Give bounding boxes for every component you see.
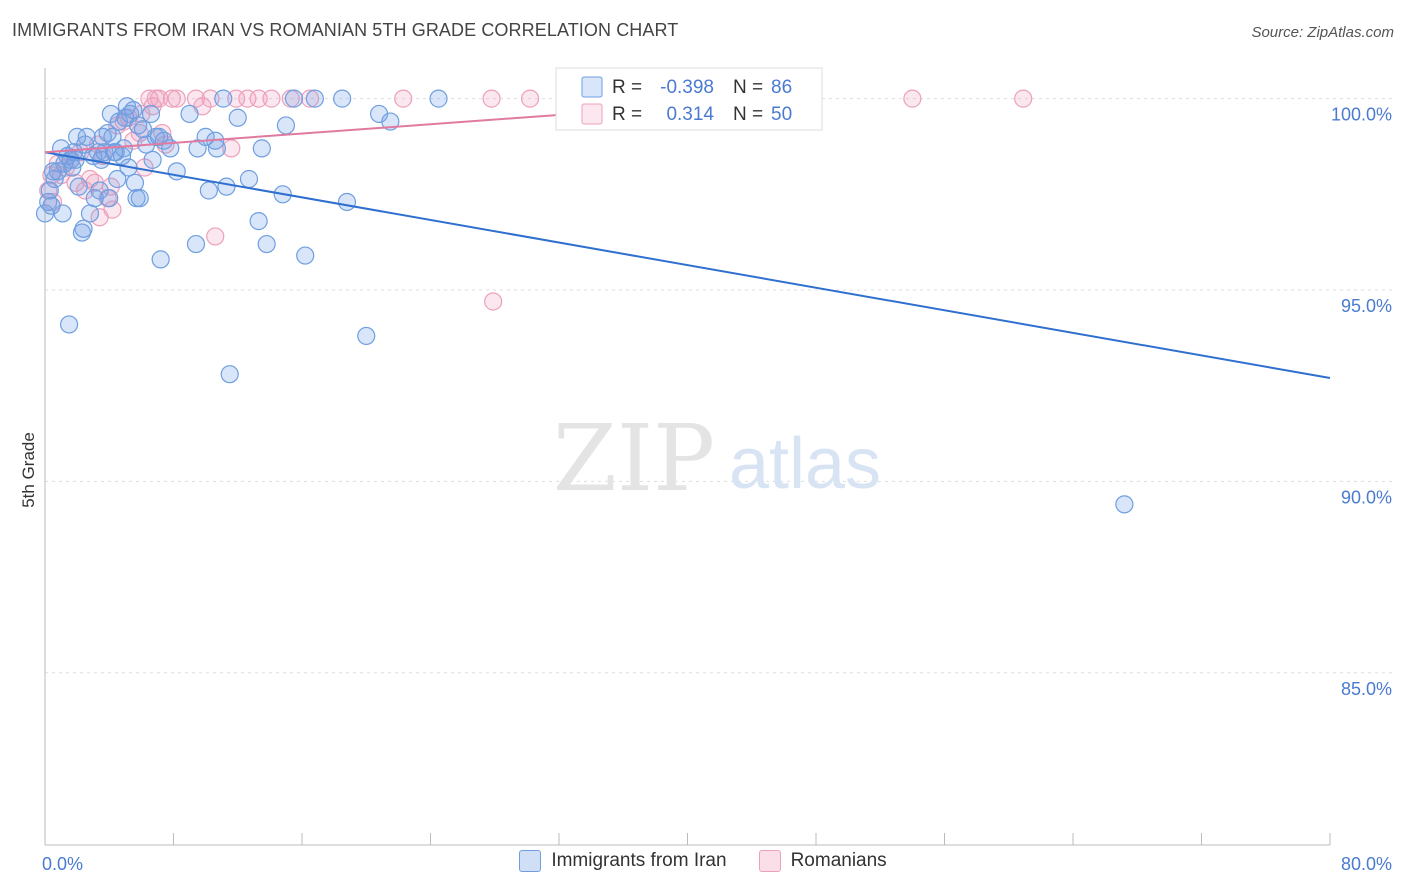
iran-point-72 xyxy=(305,89,324,108)
romanian-point-44 xyxy=(394,89,413,108)
romanian-point-36 xyxy=(206,227,225,246)
iran-point-44 xyxy=(130,189,149,208)
stats-n-value-1: 50 xyxy=(771,104,792,125)
axes xyxy=(44,68,1331,846)
y-tick-label-0: 85.0% xyxy=(1341,679,1392,699)
iran-point-82 xyxy=(93,127,112,146)
iran-point-15 xyxy=(69,177,88,196)
y-tick-label-2: 95.0% xyxy=(1341,296,1392,316)
legend-item-romanians: Romanians xyxy=(758,850,887,872)
tick-labels: 85.0% 90.0% 95.0% 100.0% 0.0% 80.0% xyxy=(42,105,1392,874)
data-points xyxy=(35,89,1134,514)
romanian-point-17 xyxy=(103,200,122,219)
iran-point-62 xyxy=(220,365,239,384)
iran-point-65 xyxy=(249,212,268,231)
stats-legend-box xyxy=(555,67,823,131)
stats-r-value-1: 0.314 xyxy=(666,104,714,125)
iran-point-57 xyxy=(199,181,218,200)
iran-point-35 xyxy=(114,139,133,158)
stats-r-label-0: R = xyxy=(612,77,642,98)
legend-label-iran: Immigrants from Iran xyxy=(551,850,727,871)
gridlines xyxy=(45,98,1392,674)
iran-point-54 xyxy=(186,234,206,254)
romanian-point-35 xyxy=(201,89,220,108)
iran-point-81 xyxy=(66,150,85,169)
stats-n-label-0: N = xyxy=(733,77,763,98)
iran-point-2 xyxy=(40,181,59,200)
iran-point-50 xyxy=(151,250,170,269)
romanian-point-31 xyxy=(162,89,181,108)
iran-point-73 xyxy=(333,89,352,108)
stats-r-label-1: R = xyxy=(612,104,642,125)
stats-r-value-0: -0.398 xyxy=(660,77,714,98)
stats-n-value-0: 86 xyxy=(771,77,792,98)
romanian-point-45 xyxy=(482,89,501,108)
romanian-point-32 xyxy=(167,89,186,108)
iran-point-24 xyxy=(90,181,109,200)
romanian-point-37 xyxy=(222,139,241,158)
romanian-point-49 xyxy=(1014,89,1033,108)
stats-legend: R = -0.398 N = 86 R = 0.314 N = 50 xyxy=(555,67,823,131)
iran-point-66 xyxy=(252,139,271,158)
stats-swatch-0 xyxy=(581,76,603,98)
iran-point-69 xyxy=(276,116,296,135)
iran-point-47 xyxy=(143,150,162,169)
y-axis-label: 5th Grade xyxy=(19,432,38,508)
watermark: ZIP atlas xyxy=(553,405,881,512)
iran-point-17 xyxy=(74,219,93,238)
iran-point-84 xyxy=(133,120,153,139)
iran-point-63 xyxy=(228,108,247,127)
iran-point-40 xyxy=(124,101,143,120)
iran-point-64 xyxy=(239,169,259,189)
stats-swatch-1 xyxy=(581,103,603,125)
iran-point-75 xyxy=(357,326,376,346)
iran-trend-line xyxy=(44,151,1331,380)
chart-title: IMMIGRANTS FROM IRAN VS ROMANIAN 5TH GRA… xyxy=(12,20,679,40)
x-tick-label-max: 80.0% xyxy=(1341,854,1392,874)
romanian-point-50 xyxy=(484,292,503,311)
iran-point-79 xyxy=(1115,495,1134,514)
y-tick-label-1: 90.0% xyxy=(1341,487,1392,507)
y-tick-label-3: 100.0% xyxy=(1331,105,1392,125)
iran-point-32 xyxy=(108,169,127,189)
iran-point-60 xyxy=(214,89,233,108)
iran-point-74 xyxy=(337,192,357,212)
legend-label-romanians: Romanians xyxy=(790,850,887,871)
x-tick-label-min: 0.0% xyxy=(42,854,83,874)
romanian-point-41 xyxy=(262,89,281,108)
iran-point-85 xyxy=(180,104,199,124)
iran-point-59 xyxy=(207,139,226,158)
romanian-point-40 xyxy=(249,89,268,108)
iran-point-61 xyxy=(217,177,236,196)
stats-n-label-1: N = xyxy=(733,104,763,125)
iran-point-70 xyxy=(284,89,304,108)
romanian-point-46 xyxy=(520,89,540,108)
iran-point-10 xyxy=(59,315,79,334)
trend-lines xyxy=(44,97,1331,380)
iran-point-20 xyxy=(80,204,100,223)
iran-point-19 xyxy=(77,127,96,146)
iran-point-28 xyxy=(100,189,119,208)
romanian-point-43 xyxy=(300,89,320,108)
romanian-point-28 xyxy=(149,89,169,108)
iran-point-77 xyxy=(381,112,400,131)
iran-point-78 xyxy=(429,89,448,108)
watermark-atlas: atlas xyxy=(729,424,881,504)
source-label: Source: ZipAtlas.com xyxy=(1251,24,1394,41)
iran-point-41 xyxy=(125,173,145,192)
watermark-zip: ZIP xyxy=(553,405,715,512)
legend-item-iran: Immigrants from Iran xyxy=(519,850,727,872)
romanian-point-48 xyxy=(903,89,922,108)
iran-point-30 xyxy=(103,127,122,146)
iran-point-71 xyxy=(296,246,315,265)
bottom-legend: Immigrants from Iran Romanians xyxy=(0,850,1406,872)
iran-point-80 xyxy=(42,196,61,215)
legend-swatch-iran xyxy=(519,850,542,872)
legend-swatch-romanians xyxy=(758,850,781,872)
iran-point-67 xyxy=(257,234,276,254)
iran-point-46 xyxy=(141,104,161,124)
